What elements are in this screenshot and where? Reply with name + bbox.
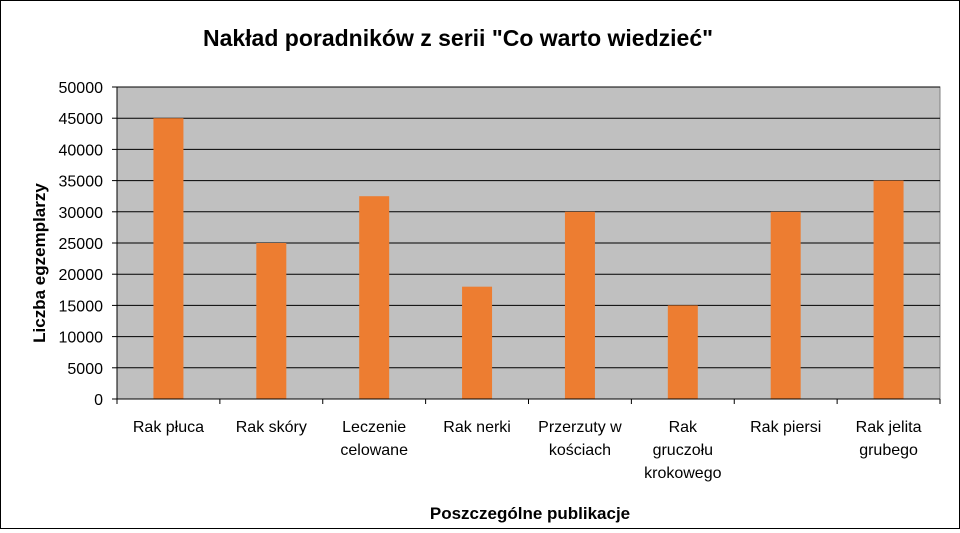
gridlines <box>117 86 940 369</box>
y-tick-label: 10000 <box>59 330 104 347</box>
x-tick-label: Rak skóry <box>236 419 307 436</box>
y-tick-label: 30000 <box>59 205 104 222</box>
x-tick-label: Leczenie celowane <box>340 419 408 459</box>
y-tick-label: 50000 <box>59 80 104 97</box>
x-tick-label: Rak płuca <box>133 419 204 436</box>
bar <box>873 180 904 399</box>
y-tick-label: 0 <box>94 392 103 409</box>
x-tick-label: Rak nerki <box>443 419 511 436</box>
x-tick-label: Rak piersi <box>750 419 821 436</box>
y-tick-label: 35000 <box>59 174 104 191</box>
x-axis-labels: Rak płuca Rak skóry Leczenie celowane Rak ne… <box>116 399 941 482</box>
bar <box>359 196 390 399</box>
x-axis-title: Poszczególne publikacje <box>430 504 630 523</box>
chart-title: Nakład poradników z serii "Co warto wied… <box>203 25 713 51</box>
bar <box>564 211 595 399</box>
x-tick-label: Rak gruczołu krokowego <box>644 419 721 482</box>
bar <box>770 211 801 399</box>
y-tick-label: 20000 <box>59 267 104 284</box>
bars <box>153 118 904 399</box>
y-axis-title: Liczba egzemplarzy <box>30 183 49 343</box>
bar <box>667 305 698 399</box>
bar <box>256 243 287 399</box>
y-tick-label: 40000 <box>59 142 104 159</box>
x-tick-label: Przerzuty w kościach <box>538 419 622 459</box>
y-tick-label: 5000 <box>67 361 103 378</box>
y-tick-label: 45000 <box>59 111 104 128</box>
y-tick-label: 25000 <box>59 236 104 253</box>
bar <box>153 118 184 399</box>
bar <box>462 286 493 399</box>
y-axis-ticks: 0 5000 10000 15000 20000 25000 30000 35000 40000… <box>59 80 117 409</box>
y-tick-label: 15000 <box>59 298 104 315</box>
x-tick-label: Rak jelita grubego <box>856 419 922 459</box>
